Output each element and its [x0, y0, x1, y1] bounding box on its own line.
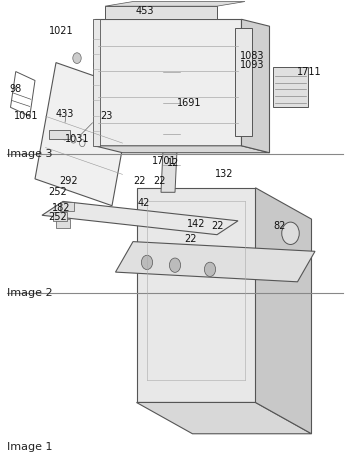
Bar — [105, 6, 217, 19]
Circle shape — [73, 53, 81, 63]
Text: 1083: 1083 — [240, 51, 264, 61]
Bar — [60, 202, 74, 212]
Bar — [49, 130, 70, 139]
Text: 23: 23 — [100, 111, 113, 121]
Text: 1711: 1711 — [298, 67, 322, 77]
Polygon shape — [241, 19, 270, 153]
Text: 132: 132 — [215, 169, 233, 179]
Text: 1701: 1701 — [152, 156, 177, 166]
Bar — [93, 19, 100, 146]
Text: 22: 22 — [153, 176, 166, 186]
Polygon shape — [136, 402, 312, 434]
Bar — [94, 19, 241, 146]
Text: 252: 252 — [48, 212, 67, 222]
Text: 22: 22 — [184, 234, 197, 244]
Circle shape — [169, 258, 181, 272]
Polygon shape — [256, 188, 312, 434]
Circle shape — [204, 262, 216, 276]
Bar — [52, 212, 66, 221]
Text: 12: 12 — [167, 158, 180, 168]
Text: 1061: 1061 — [14, 111, 38, 121]
Text: 82: 82 — [274, 221, 286, 231]
Circle shape — [94, 59, 102, 70]
Bar — [273, 67, 308, 107]
Circle shape — [282, 222, 299, 245]
Text: Image 2: Image 2 — [7, 288, 52, 298]
Text: 252: 252 — [48, 187, 67, 198]
Text: 142: 142 — [187, 219, 205, 229]
Text: 98: 98 — [10, 84, 22, 94]
Polygon shape — [42, 202, 238, 235]
Text: 22: 22 — [134, 176, 146, 186]
Text: Image 3: Image 3 — [7, 149, 52, 159]
Circle shape — [143, 73, 151, 84]
Text: 42: 42 — [137, 198, 150, 208]
Text: 182: 182 — [52, 203, 70, 213]
Text: 1021: 1021 — [49, 26, 74, 36]
Text: 292: 292 — [59, 176, 78, 186]
Bar — [234, 28, 252, 136]
Circle shape — [118, 66, 127, 77]
Polygon shape — [116, 241, 315, 282]
Polygon shape — [136, 188, 256, 402]
Text: 433: 433 — [56, 109, 74, 119]
Polygon shape — [161, 45, 182, 192]
Text: 1031: 1031 — [65, 134, 89, 144]
Text: 453: 453 — [136, 6, 154, 16]
Text: 1691: 1691 — [177, 98, 201, 108]
Text: 22: 22 — [211, 221, 223, 231]
Circle shape — [141, 255, 153, 270]
Polygon shape — [94, 146, 270, 153]
Circle shape — [167, 80, 176, 90]
Bar — [56, 219, 70, 228]
Text: Image 1: Image 1 — [7, 442, 52, 452]
Text: 1093: 1093 — [240, 60, 264, 70]
Polygon shape — [105, 1, 245, 6]
Polygon shape — [35, 63, 133, 206]
